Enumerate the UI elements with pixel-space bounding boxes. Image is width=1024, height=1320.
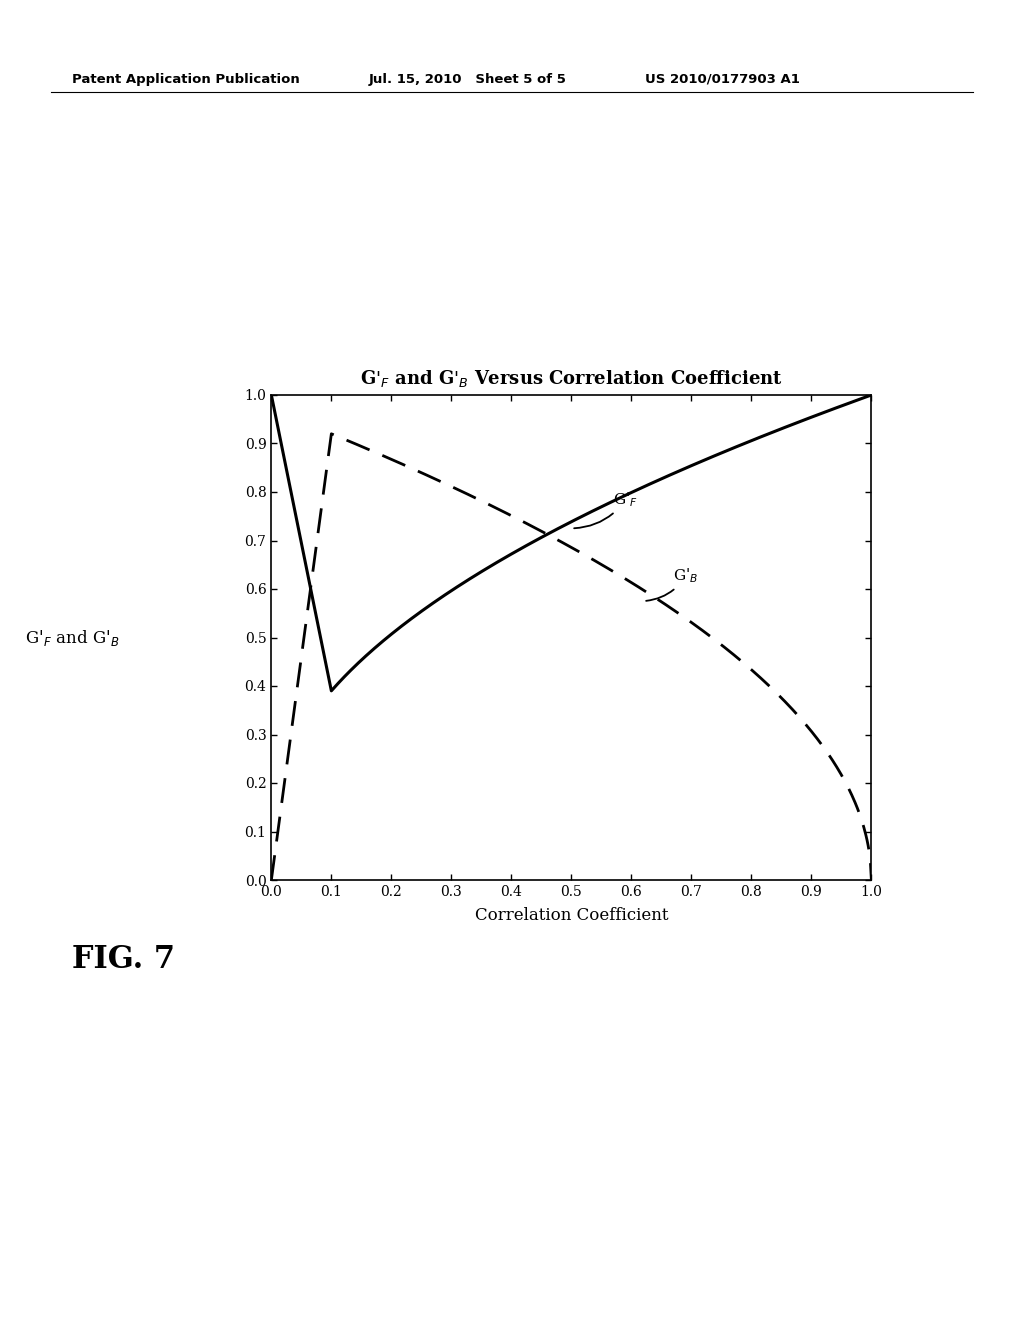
Text: Jul. 15, 2010   Sheet 5 of 5: Jul. 15, 2010 Sheet 5 of 5 <box>369 73 566 86</box>
Text: Patent Application Publication: Patent Application Publication <box>72 73 299 86</box>
Text: FIG. 7: FIG. 7 <box>72 944 175 974</box>
X-axis label: Correlation Coefficient: Correlation Coefficient <box>474 907 668 924</box>
Text: G$'_B$: G$'_B$ <box>646 566 698 601</box>
Title: G$'_F$ and G$'_B$ Versus Correlation Coefficient: G$'_F$ and G$'_B$ Versus Correlation Coe… <box>359 368 782 389</box>
Text: G$'_F$ and G$'_B$: G$'_F$ and G$'_B$ <box>25 627 119 648</box>
Text: US 2010/0177903 A1: US 2010/0177903 A1 <box>645 73 800 86</box>
Text: G$'_F$: G$'_F$ <box>574 490 638 528</box>
